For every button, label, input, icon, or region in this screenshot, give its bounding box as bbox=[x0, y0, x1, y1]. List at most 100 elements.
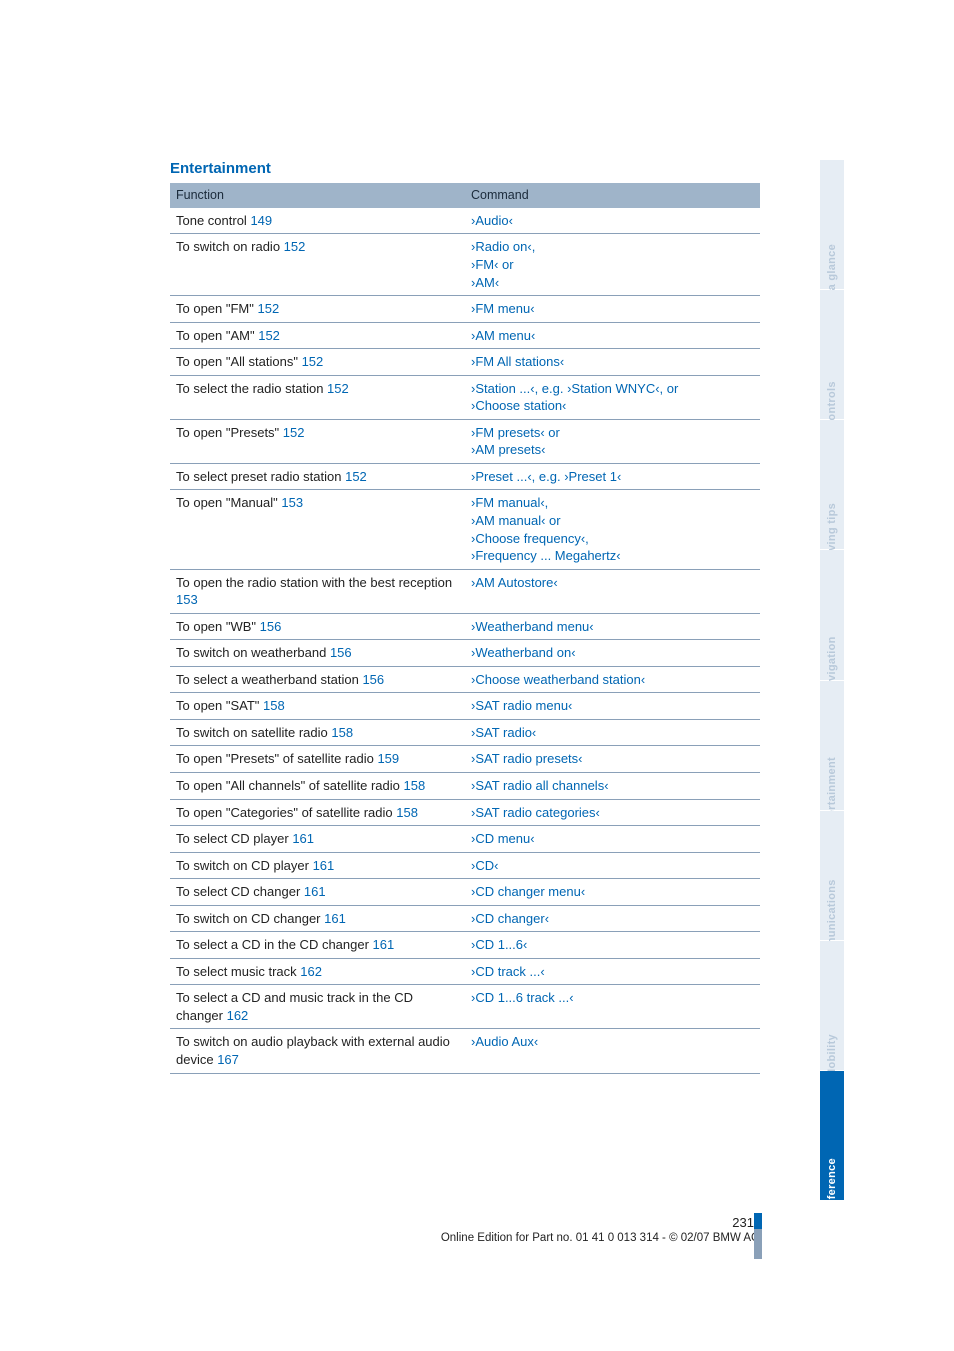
command-text: ›SAT radio categories‹ bbox=[471, 804, 754, 822]
command-cell: ›CD changer‹ bbox=[465, 905, 760, 932]
command-cell: ›Weatherband menu‹ bbox=[465, 613, 760, 640]
page-ref-link[interactable]: 162 bbox=[300, 964, 322, 979]
function-cell: To open "Presets" of satellite radio 159 bbox=[170, 746, 465, 773]
function-text: To switch on satellite radio bbox=[176, 725, 331, 740]
table-row: To open "Presets" of satellite radio 159… bbox=[170, 746, 760, 773]
function-cell: To select preset radio station 152 bbox=[170, 463, 465, 490]
command-cell: ›CD menu‹ bbox=[465, 826, 760, 853]
function-text: To select CD changer bbox=[176, 884, 304, 899]
table-row: To select a CD and music track in the CD… bbox=[170, 985, 760, 1029]
function-text: To select music track bbox=[176, 964, 300, 979]
page-ref-link[interactable]: 149 bbox=[250, 213, 272, 228]
page-ref-link[interactable]: 158 bbox=[263, 698, 285, 713]
page-ref-link[interactable]: 158 bbox=[331, 725, 353, 740]
page-ref-link[interactable]: 152 bbox=[283, 425, 305, 440]
command-cell: ›FM presets‹ or›AM presets‹ bbox=[465, 419, 760, 463]
page-ref-link[interactable]: 161 bbox=[324, 911, 346, 926]
page-ref-link[interactable]: 161 bbox=[304, 884, 326, 899]
page-ref-link[interactable]: 159 bbox=[377, 751, 399, 766]
table-row: To open "Categories" of satellite radio … bbox=[170, 799, 760, 826]
table-row: To open "SAT" 158›SAT radio menu‹ bbox=[170, 693, 760, 720]
page-ref-link[interactable]: 152 bbox=[258, 328, 280, 343]
table-row: To select CD player 161 ›CD menu‹ bbox=[170, 826, 760, 853]
entertainment-table: Function Command Tone control 149›Audio‹… bbox=[170, 183, 760, 1074]
function-cell: To open "Manual" 153 bbox=[170, 490, 465, 569]
command-text: ›CD 1...6‹ bbox=[471, 936, 754, 954]
page-ref-link[interactable]: 153 bbox=[281, 495, 303, 510]
table-row: To open "Presets" 152›FM presets‹ or›AM … bbox=[170, 419, 760, 463]
content-area: Entertainment Function Command Tone cont… bbox=[170, 160, 760, 1074]
command-text: ›Preset ...‹, e.g. ›Preset 1‹ bbox=[471, 468, 754, 486]
page-ref-link[interactable]: 153 bbox=[176, 592, 198, 607]
command-cell: ›FM manual‹,›AM manual‹ or›Choose freque… bbox=[465, 490, 760, 569]
function-cell: To open "All stations" 152 bbox=[170, 349, 465, 376]
sidebar-tab[interactable]: Driving tips bbox=[820, 420, 844, 550]
command-text: ›SAT radio all channels‹ bbox=[471, 777, 754, 795]
page-ref-link[interactable]: 161 bbox=[313, 858, 335, 873]
sidebar-tab[interactable]: Mobility bbox=[820, 941, 844, 1071]
page-ref-link[interactable]: 161 bbox=[292, 831, 314, 846]
table-row: To open "Manual" 153›FM manual‹,›AM manu… bbox=[170, 490, 760, 569]
function-text: To select the radio station bbox=[176, 381, 327, 396]
function-text: To select CD player bbox=[176, 831, 292, 846]
function-cell: To select the radio station 152 bbox=[170, 375, 465, 419]
page-ref-link[interactable]: 156 bbox=[330, 645, 352, 660]
function-cell: To open "FM" 152 bbox=[170, 296, 465, 323]
command-text: ›CD 1...6 track ...‹ bbox=[471, 989, 754, 1007]
sidebar-tab[interactable]: Navigation bbox=[820, 550, 844, 680]
page-ref-link[interactable]: 158 bbox=[403, 778, 425, 793]
page-ref-link[interactable]: 152 bbox=[345, 469, 367, 484]
page-ref-link[interactable]: 152 bbox=[302, 354, 324, 369]
command-text: ›Frequency ... Megahertz‹ bbox=[471, 547, 754, 565]
table-row: To switch on CD changer 161›CD changer‹ bbox=[170, 905, 760, 932]
table-row: To switch on satellite radio 158›SAT rad… bbox=[170, 719, 760, 746]
command-text: ›FM‹ or bbox=[471, 256, 754, 274]
command-text: ›Station ...‹, e.g. ›Station WNYC‹, or bbox=[471, 380, 754, 398]
sidebar-tabs: At a glanceControlsDriving tipsNavigatio… bbox=[820, 160, 844, 1200]
function-text: To open "Presets" of satellite radio bbox=[176, 751, 377, 766]
command-cell: ›Preset ...‹, e.g. ›Preset 1‹ bbox=[465, 463, 760, 490]
sidebar-tab[interactable]: Entertainment bbox=[820, 681, 844, 811]
table-row: To switch on radio 152›Radio on‹,›FM‹ or… bbox=[170, 234, 760, 296]
command-cell: ›AM menu‹ bbox=[465, 322, 760, 349]
footer-accent-bar bbox=[754, 1229, 762, 1259]
table-row: To select CD changer 161›CD changer menu… bbox=[170, 879, 760, 906]
sidebar-tab[interactable]: At a glance bbox=[820, 160, 844, 290]
command-cell: ›Audio‹ bbox=[465, 208, 760, 234]
command-text: ›Choose weatherband station‹ bbox=[471, 671, 754, 689]
page-ref-link[interactable]: 152 bbox=[327, 381, 349, 396]
function-text: To open the radio station with the best … bbox=[176, 575, 452, 590]
page-ref-link[interactable]: 152 bbox=[284, 239, 306, 254]
function-text: To open "All stations" bbox=[176, 354, 302, 369]
function-cell: Tone control 149 bbox=[170, 208, 465, 234]
table-row: To switch on CD player 161 ›CD‹ bbox=[170, 852, 760, 879]
command-text: ›CD track ...‹ bbox=[471, 963, 754, 981]
sidebar-tab[interactable]: Reference bbox=[820, 1071, 844, 1200]
page-ref-link[interactable]: 156 bbox=[362, 672, 384, 687]
table-row: To select a weatherband station 156 ›Choo… bbox=[170, 666, 760, 693]
command-cell: ›Choose weatherband station‹ bbox=[465, 666, 760, 693]
command-text: ›FM menu‹ bbox=[471, 300, 754, 318]
sidebar-tab[interactable]: Controls bbox=[820, 290, 844, 420]
col-command: Command bbox=[465, 183, 760, 208]
page-ref-link[interactable]: 156 bbox=[260, 619, 282, 634]
page-ref-link[interactable]: 152 bbox=[258, 301, 280, 316]
function-cell: To open "All channels" of satellite radi… bbox=[170, 773, 465, 800]
page-ref-link[interactable]: 162 bbox=[227, 1008, 249, 1023]
function-text: To switch on CD player bbox=[176, 858, 313, 873]
command-cell: ›CD‹ bbox=[465, 852, 760, 879]
command-cell: ›FM All stations‹ bbox=[465, 349, 760, 376]
page-ref-link[interactable]: 158 bbox=[396, 805, 418, 820]
command-cell: ›SAT radio all channels‹ bbox=[465, 773, 760, 800]
function-cell: To select music track 162 bbox=[170, 958, 465, 985]
command-text: ›Audio‹ bbox=[471, 212, 754, 230]
command-cell: ›SAT radio categories‹ bbox=[465, 799, 760, 826]
sidebar-tab[interactable]: Communications bbox=[820, 811, 844, 941]
table-row: To select a CD in the CD changer 161›CD … bbox=[170, 932, 760, 959]
command-text: ›FM manual‹, bbox=[471, 494, 754, 512]
function-cell: To open "SAT" 158 bbox=[170, 693, 465, 720]
function-text: Tone control bbox=[176, 213, 250, 228]
page-ref-link[interactable]: 167 bbox=[217, 1052, 239, 1067]
page-ref-link[interactable]: 161 bbox=[373, 937, 395, 952]
function-cell: To select a weatherband station 156 bbox=[170, 666, 465, 693]
